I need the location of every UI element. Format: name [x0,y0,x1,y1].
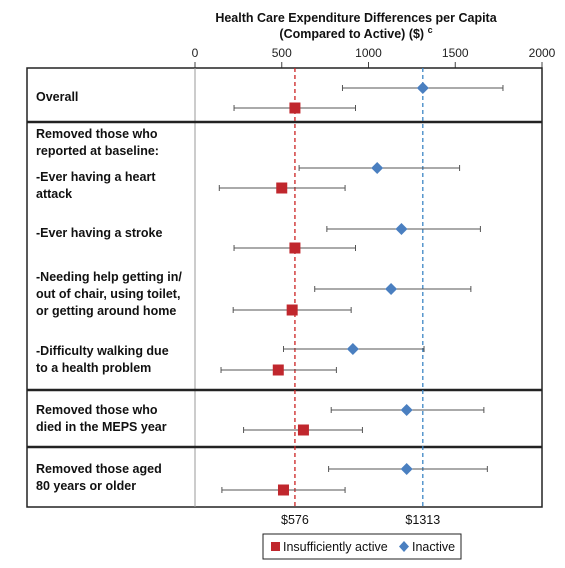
x-tick-label: 1000 [355,46,382,60]
legend: Insufficiently active Inactive [262,533,462,560]
row-label: Overall [36,90,78,104]
row-label: -Needing help getting in/ [36,270,182,284]
inactive-marker [400,404,413,416]
inactive-marker [385,283,398,295]
insufficient-marker [286,304,298,316]
insufficient-marker [297,424,309,436]
plot-frame [26,67,543,508]
legend-swatch-insufficient [271,542,280,551]
legend-box [262,533,462,560]
row-label: Removed those who [36,403,158,417]
insufficient-marker [276,182,288,194]
reference-line-label: $1313 [405,513,440,527]
legend-label-inactive: Inactive [412,540,455,554]
row-label: Removed those aged [36,462,162,476]
row-label: or getting around home [36,304,176,318]
x-tick-label: 500 [272,46,292,60]
x-tick-label: 2000 [529,46,556,60]
inactive-marker [395,223,408,235]
inactive-marker [371,162,384,174]
row-label: -Difficulty walking due [36,344,169,358]
row-label: -Ever having a heart [36,170,156,184]
insufficient-marker [277,484,289,496]
reference-lines: $576 $1313 [281,68,440,527]
reference-line-label: $576 [281,513,309,527]
legend-swatch-inactive [399,541,409,552]
x-axis: 0 500 1000 1500 2000 [192,46,556,68]
insufficient-marker [289,242,301,254]
chart-title-line1: Health Care Expenditure Differences per … [215,11,497,25]
row-label: attack [36,187,72,201]
plot-border [26,67,543,508]
inactive-marker [346,343,359,355]
inactive-marker [400,463,413,475]
row-label: -Ever having a stroke [36,226,162,240]
chart-title-superscript: c [428,25,433,35]
row-label: Removed those who [36,127,158,141]
row-label: 80 years or older [36,479,136,493]
inactive-marker [416,82,429,94]
chart-title-line2: (Compared to Active) ($) c [279,25,432,41]
data-points [218,82,504,496]
chart-title-line2-text: (Compared to Active) ($) [279,27,427,41]
legend-label-insufficient: Insufficiently active [283,540,388,554]
row-label: to a health problem [36,361,151,375]
x-tick-label: 1500 [442,46,469,60]
x-tick-label: 0 [192,46,199,60]
row-label: died in the MEPS year [36,420,167,434]
insufficient-marker [289,102,301,114]
row-label: reported at baseline: [36,144,159,158]
row-label: out of chair, using toilet, [36,287,180,301]
insufficient-marker [272,364,284,376]
row-labels: Overall Removed those who reported at base… [36,90,182,493]
